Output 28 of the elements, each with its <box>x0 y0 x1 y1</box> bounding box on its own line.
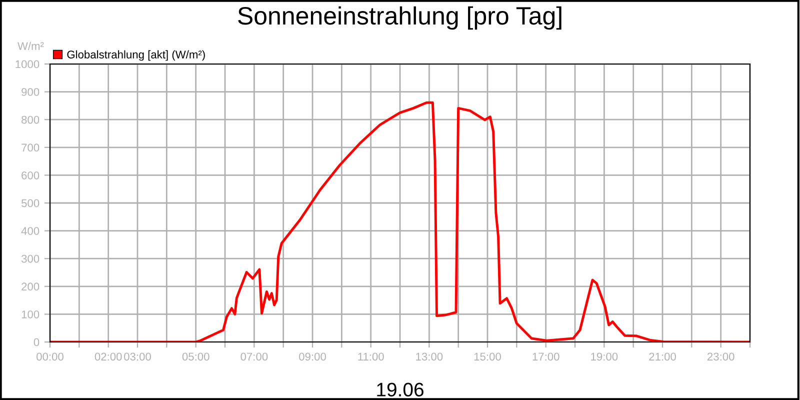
x-tick-label: 17:00 <box>532 352 560 361</box>
x-tick-label: 23:00 <box>707 352 734 361</box>
y-tick-label: 700 <box>22 144 40 152</box>
x-tick-label: 15:00 <box>474 352 501 361</box>
chart-title: Sonneneinstrahlung [pro Tag] <box>238 6 562 30</box>
x-tick-label: 02:00 <box>94 352 122 361</box>
x-tick-label: 03:00 <box>124 352 151 361</box>
x-axis-title: 19.06 <box>377 382 424 396</box>
x-tick-label: 00:00 <box>36 352 64 361</box>
y-tick-label: 400 <box>21 227 40 235</box>
y-tick-label: 300 <box>21 254 40 263</box>
y-axis-title: W/m² <box>18 42 44 50</box>
y-tick-label: 500 <box>21 199 40 208</box>
x-tick-label: 09:00 <box>299 352 326 361</box>
y-tick-label: 800 <box>22 116 40 124</box>
y-tick-label: 100 <box>22 310 40 318</box>
y-tick-label: 900 <box>22 88 40 96</box>
y-tick-label: 200 <box>22 282 40 291</box>
x-tick-label: 21:00 <box>649 352 676 361</box>
x-tick-label: 13:00 <box>416 352 443 361</box>
y-tick-label: 1000 <box>16 60 40 68</box>
legend-label: Globalstrahlung [akt] (W/m²) <box>67 50 205 61</box>
x-tick-label: 07:00 <box>240 352 268 361</box>
y-tick-label: 0 <box>34 338 40 346</box>
x-tick-label: 19:00 <box>591 352 618 361</box>
x-tick-label: 05:00 <box>182 352 210 361</box>
y-tick-label: 600 <box>22 171 40 180</box>
x-tick-label: 11:00 <box>358 352 384 361</box>
